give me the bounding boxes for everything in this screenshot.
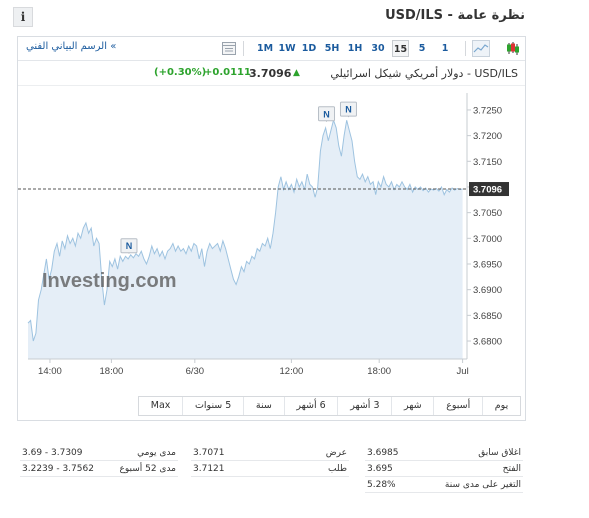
timeframe-15[interactable]: 15: [392, 40, 409, 57]
y-tick-label: 3.7000: [473, 234, 502, 245]
timeframe-1D[interactable]: 1D: [301, 43, 317, 54]
timeframe-1M[interactable]: 1M: [256, 43, 274, 54]
chevron-icon: »: [110, 41, 117, 52]
period-year[interactable]: سنة: [243, 397, 283, 415]
timeframe-5H[interactable]: 5H: [324, 43, 340, 54]
stat-row: الفتح 3.695: [365, 462, 523, 477]
stat-row: مدى 52 أسبوع 3.2239 - 3.7562: [20, 462, 178, 477]
stat-value: 5.28%: [367, 480, 396, 490]
x-tick-label: 18:00: [367, 366, 391, 377]
stat-label: التغير على مدى سنة: [444, 480, 521, 490]
period-3-months[interactable]: 3 أشهر: [337, 397, 391, 415]
period-day[interactable]: يوم: [482, 397, 520, 415]
stat-row: اغلاق سابق 3.6985: [365, 446, 523, 461]
news-marker-label: N: [323, 109, 330, 119]
stat-label: طلب: [328, 464, 347, 474]
period-max[interactable]: Max: [150, 400, 171, 411]
change-percent: (+0.30%): [154, 67, 207, 78]
period-week[interactable]: أسبوع: [433, 397, 482, 415]
x-tick-label: Jul: [457, 366, 469, 377]
timeframe-5[interactable]: 5: [418, 43, 426, 54]
x-tick-label: 14:00: [38, 366, 62, 377]
stat-row: التغير على مدى سنة 5.28%: [365, 478, 523, 493]
price-chart[interactable]: Investing.com3.72503.72003.71503.71003.7…: [18, 87, 525, 392]
current-value-box: [469, 182, 509, 197]
y-tick-label: 3.7050: [473, 208, 502, 219]
stat-row: عرض 3.7071: [191, 446, 349, 461]
instrument-name: USD/ILS - دولار أمريكي شيكل اسرائيلي: [330, 67, 518, 80]
timeframe-1W[interactable]: 1W: [278, 43, 296, 54]
area-chart-icon[interactable]: [472, 40, 490, 57]
stat-row: مدى يومي 3.69 - 3.7309: [20, 446, 178, 461]
toolbar-divider: [243, 41, 244, 56]
watermark-text: Investing.com: [42, 270, 176, 292]
timeframe-30[interactable]: 30: [371, 43, 385, 54]
stat-value: 3.2239 - 3.7562: [22, 464, 94, 474]
stat-label: مدى يومي: [137, 448, 176, 458]
stat-row: طلب 3.7121: [191, 462, 349, 477]
news-marker[interactable]: [339, 101, 357, 117]
advanced-chart-link[interactable]: » الرسم البياني الفني: [22, 41, 116, 52]
stat-label: اغلاق سابق: [478, 448, 521, 458]
chart-widget: » الرسم البياني الفني 1M 1W 1D 5H 1H 30 …: [17, 36, 526, 421]
change-value: +0.0111: [204, 67, 251, 78]
x-tick-label: 6/30: [186, 366, 205, 377]
period-month[interactable]: شهر: [391, 397, 433, 415]
period-selector: يوم أسبوع شهر 3 أشهر 6 أشهر سنة 5 سنوات …: [138, 396, 521, 416]
arrow-up-icon: ▲: [293, 68, 300, 78]
y-tick-label: 3.7200: [473, 131, 502, 142]
page-header: i نظرة عامة - USD/ILS: [0, 0, 589, 32]
stat-value: 3.6985: [367, 448, 399, 458]
y-tick-label: 3.6800: [473, 337, 502, 348]
y-tick-label: 3.6950: [473, 260, 502, 271]
x-tick-label: 12:00: [280, 366, 304, 377]
stat-value: 3.7071: [193, 448, 225, 458]
page-title: نظرة عامة - USD/ILS: [385, 8, 525, 23]
y-tick-label: 3.7150: [473, 157, 502, 168]
timeframe-1H[interactable]: 1H: [347, 43, 363, 54]
chart-toolbar: » الرسم البياني الفني 1M 1W 1D 5H 1H 30 …: [18, 37, 525, 61]
stat-label: الفتح: [502, 464, 521, 474]
candlestick-icon[interactable]: [505, 40, 521, 57]
stat-value: 3.7121: [193, 464, 225, 474]
y-tick-label: 3.6900: [473, 285, 502, 296]
series-area: [28, 120, 463, 359]
timeframe-1[interactable]: 1: [441, 43, 449, 54]
last-price: 3.7096: [249, 67, 292, 80]
info-icon[interactable]: i: [13, 7, 33, 27]
period-5-years[interactable]: 5 سنوات: [182, 397, 243, 415]
period-6-months[interactable]: 6 أشهر: [283, 397, 338, 415]
news-marker-label: N: [126, 241, 133, 251]
current-value-label: 3.7096: [473, 185, 502, 196]
stat-label: مدى 52 أسبوع: [119, 464, 176, 474]
quote-header: (+0.30%) +0.0111 3.7096 ▲ USD/ILS - دولا…: [18, 62, 525, 86]
advanced-chart-label: الرسم البياني الفني: [26, 41, 107, 52]
stat-value: 3.695: [367, 464, 393, 474]
table-icon[interactable]: [221, 40, 237, 57]
toolbar-divider: [465, 41, 466, 56]
y-tick-label: 3.7250: [473, 105, 502, 116]
x-tick-label: 18:00: [100, 366, 124, 377]
y-tick-label: 3.6850: [473, 311, 502, 322]
series-line: [27, 118, 463, 342]
stat-value: 3.69 - 3.7309: [22, 448, 83, 458]
quote-statistics: اغلاق سابق 3.6985 الفتح 3.695 التغير على…: [0, 446, 589, 516]
news-marker-label: N: [345, 105, 352, 115]
stat-label: عرض: [325, 448, 347, 458]
